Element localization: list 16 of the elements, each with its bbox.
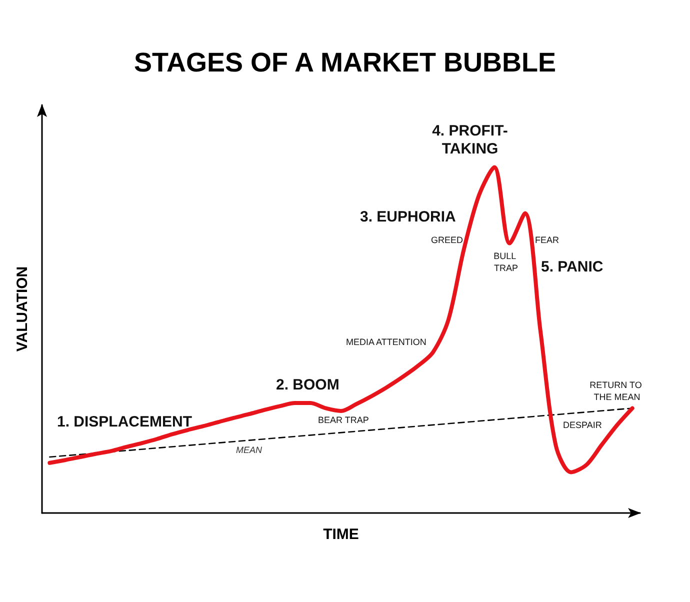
x-axis-title: TIME — [323, 526, 359, 543]
series-label: MEAN — [236, 445, 263, 455]
y-axis-title: VALUATION — [14, 266, 31, 352]
annotation: FEAR — [535, 235, 560, 245]
annotation: 5. PANIC — [541, 258, 604, 276]
annotation: 1. DISPLACEMENT — [57, 414, 192, 430]
text: 4. PROFIT-TAKING — [432, 122, 508, 158]
chart-title: STAGES OF A MARKET BUBBLE — [134, 48, 556, 78]
annotation: 2. BOOM — [276, 376, 340, 394]
annotation: GREED — [431, 235, 464, 245]
annotation: 3. EUPHORIA — [360, 208, 456, 226]
annotation: BEAR TRAP — [318, 415, 369, 425]
annotation: DESPAIR — [563, 420, 602, 430]
annotation: MEDIA ATTENTION — [346, 337, 426, 347]
annotation: BULL TRAP — [494, 251, 518, 273]
annotation: RETURN TO THE MEAN — [590, 380, 644, 402]
